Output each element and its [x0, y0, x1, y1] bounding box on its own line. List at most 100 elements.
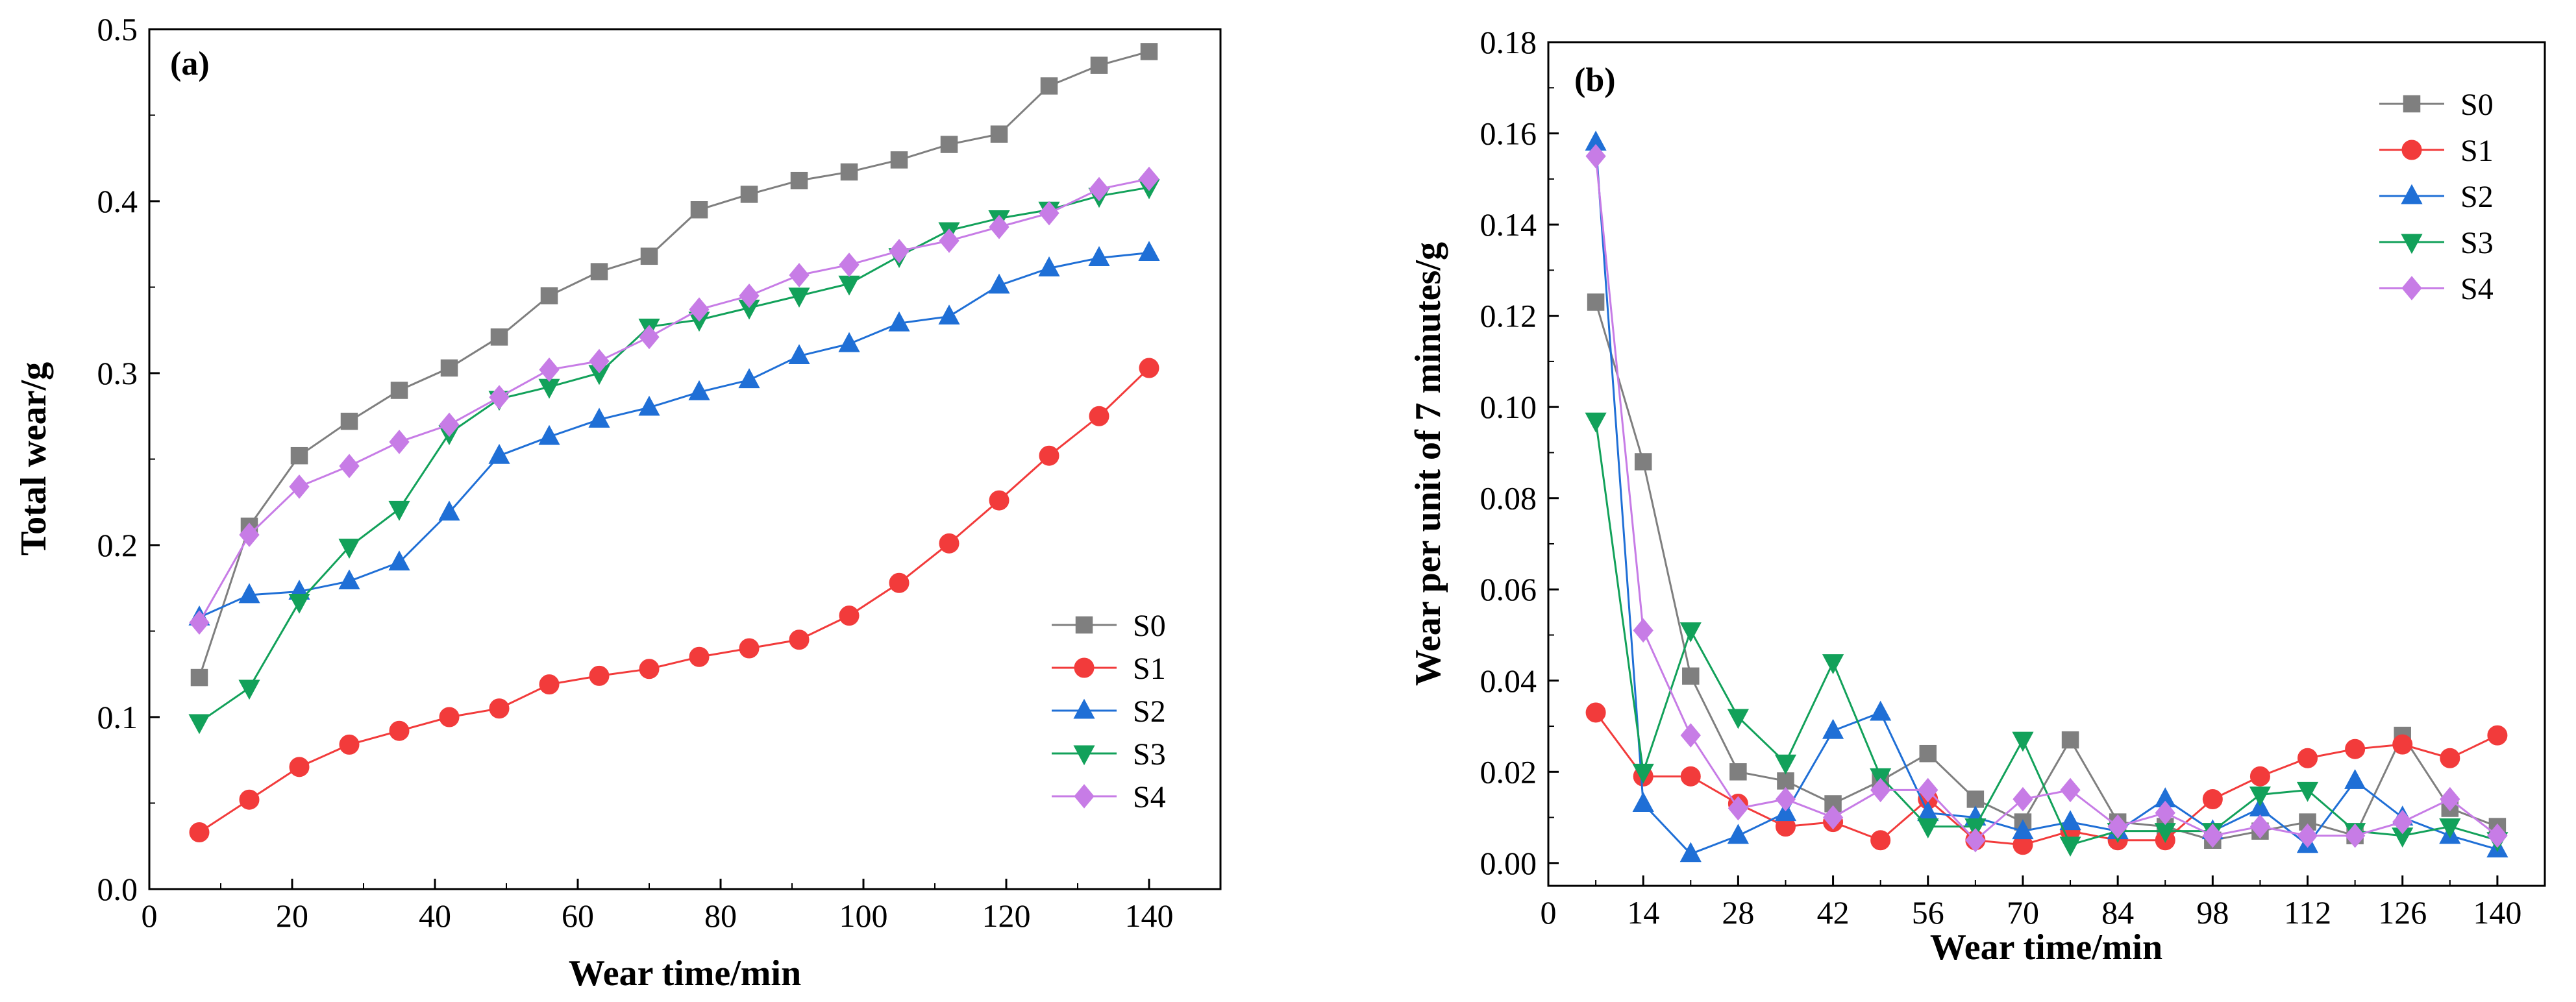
data-point-s4 [389, 430, 410, 454]
data-point-s4 [2107, 814, 2128, 839]
data-point-s4 [2487, 823, 2508, 848]
data-point-s1 [739, 638, 760, 659]
data-point-s2 [938, 304, 960, 325]
legend-marker [1073, 745, 1095, 766]
y-tick-label: 0.04 [1480, 663, 1537, 699]
data-point-s0 [1587, 293, 1605, 311]
data-point-s4 [2297, 823, 2318, 848]
data-point-s0 [740, 186, 758, 203]
data-point-s0 [1919, 744, 1937, 763]
data-point-s4 [989, 214, 1009, 239]
x-tick-label: 80 [704, 898, 737, 934]
data-point-s4 [2440, 787, 2460, 812]
data-point-s4 [639, 324, 660, 350]
legend: S0 S1 S2 S3 S4 [1052, 609, 1166, 814]
series-s1 [189, 358, 1159, 843]
data-point-s0 [890, 151, 908, 169]
data-point-s1 [689, 646, 710, 667]
data-point-s2 [838, 332, 860, 352]
data-point-s2 [2344, 769, 2366, 789]
data-point-s4 [1139, 166, 1159, 191]
x-tick-label: 100 [839, 898, 888, 934]
data-point-s1 [2249, 766, 2270, 787]
data-point-s4 [1918, 777, 1938, 803]
legend-label: S2 [1133, 694, 1166, 729]
data-point-s4 [1728, 796, 1749, 821]
data-point-s3 [1679, 622, 1702, 642]
legend-marker [2401, 140, 2422, 160]
legend-label: S0 [2460, 88, 2494, 122]
x-tick-label: 98 [2196, 894, 2229, 931]
data-point-s4 [489, 385, 510, 409]
data-point-s3 [2296, 781, 2319, 802]
data-point-s4 [1775, 787, 1796, 812]
data-point-s2 [388, 550, 410, 570]
legend-item-s0: S0 [1052, 609, 1166, 643]
data-point-s4 [189, 610, 210, 635]
data-point-s3 [1632, 763, 1654, 784]
x-tick-label: 120 [982, 898, 1031, 934]
data-point-s0 [840, 163, 858, 181]
x-tick-label: 84 [2101, 894, 2134, 931]
y-tick-label: 0.12 [1480, 298, 1537, 334]
legend-item-s0: S0 [2379, 88, 2494, 122]
legend-marker [2401, 234, 2423, 254]
legend-label: S3 [1133, 737, 1166, 772]
data-point-s0 [940, 136, 958, 153]
data-point-s3 [1727, 709, 1749, 729]
legend-item-s3: S3 [1052, 737, 1166, 772]
legend-marker [1073, 698, 1095, 719]
y-axis-title: Total wear/g [14, 362, 54, 556]
data-point-s4 [1039, 201, 1059, 226]
data-point-s2 [488, 443, 510, 464]
data-point-s0 [1682, 667, 1700, 685]
data-point-s2 [2012, 819, 2034, 840]
data-point-s4 [939, 228, 960, 253]
series-group [1585, 130, 2508, 862]
chart-panel-a: (a) Wear time/min Total wear/g 0 20 40 60 80… [14, 11, 1222, 994]
y-axis-ticks: 0.0 0.1 0.2 0.3 0.4 0.5 [97, 11, 160, 907]
data-point-s2 [1870, 700, 1892, 721]
data-point-s4 [2060, 777, 2081, 803]
data-point-s2 [988, 273, 1010, 294]
x-tick-label: 126 [2378, 894, 2427, 931]
data-point-s4 [1585, 143, 1606, 169]
data-point-s0 [690, 201, 708, 219]
data-point-s2 [888, 311, 910, 332]
data-point-s3 [388, 500, 410, 521]
data-point-s3 [238, 679, 260, 700]
legend-item-s2: S2 [2379, 180, 2494, 214]
panel-label: (a) [170, 45, 210, 82]
x-axis-ticks: 0 20 40 60 80 100 120 140 [142, 879, 1174, 934]
data-point-s4 [689, 297, 710, 322]
data-point-s2 [1679, 842, 1702, 862]
data-point-s4 [2344, 823, 2366, 848]
legend-item-s1: S1 [2379, 134, 2494, 168]
legend-label: S3 [2460, 226, 2494, 260]
data-point-s4 [339, 454, 360, 478]
legend-label: S4 [1133, 780, 1166, 814]
data-point-s0 [1040, 77, 1058, 95]
data-point-s4 [2392, 809, 2413, 835]
data-point-s3 [1585, 412, 1607, 433]
series-group [188, 43, 1160, 843]
series-line-s2 [1594, 142, 2498, 855]
data-point-s3 [188, 714, 210, 735]
data-point-s1 [2202, 788, 2223, 809]
data-point-s4 [839, 252, 860, 277]
data-point-s1 [989, 490, 1009, 511]
data-point-s0 [590, 263, 608, 280]
data-point-s4 [2155, 800, 2175, 825]
data-point-s1 [2345, 739, 2366, 759]
data-point-s1 [2487, 725, 2508, 746]
y-tick-label: 0.4 [97, 183, 138, 219]
data-point-s4 [1089, 177, 1109, 202]
data-point-s1 [2297, 748, 2318, 768]
legend-item-s4: S4 [2379, 272, 2494, 306]
data-point-s0 [390, 382, 408, 399]
data-point-s0 [640, 247, 658, 265]
x-axis-ticks: 0 14 28 42 56 70 84 98 112 126 140 [1541, 875, 2521, 931]
y-tick-label: 0.06 [1480, 571, 1537, 607]
data-point-s4 [589, 348, 610, 374]
plot-frame [1547, 41, 2546, 887]
